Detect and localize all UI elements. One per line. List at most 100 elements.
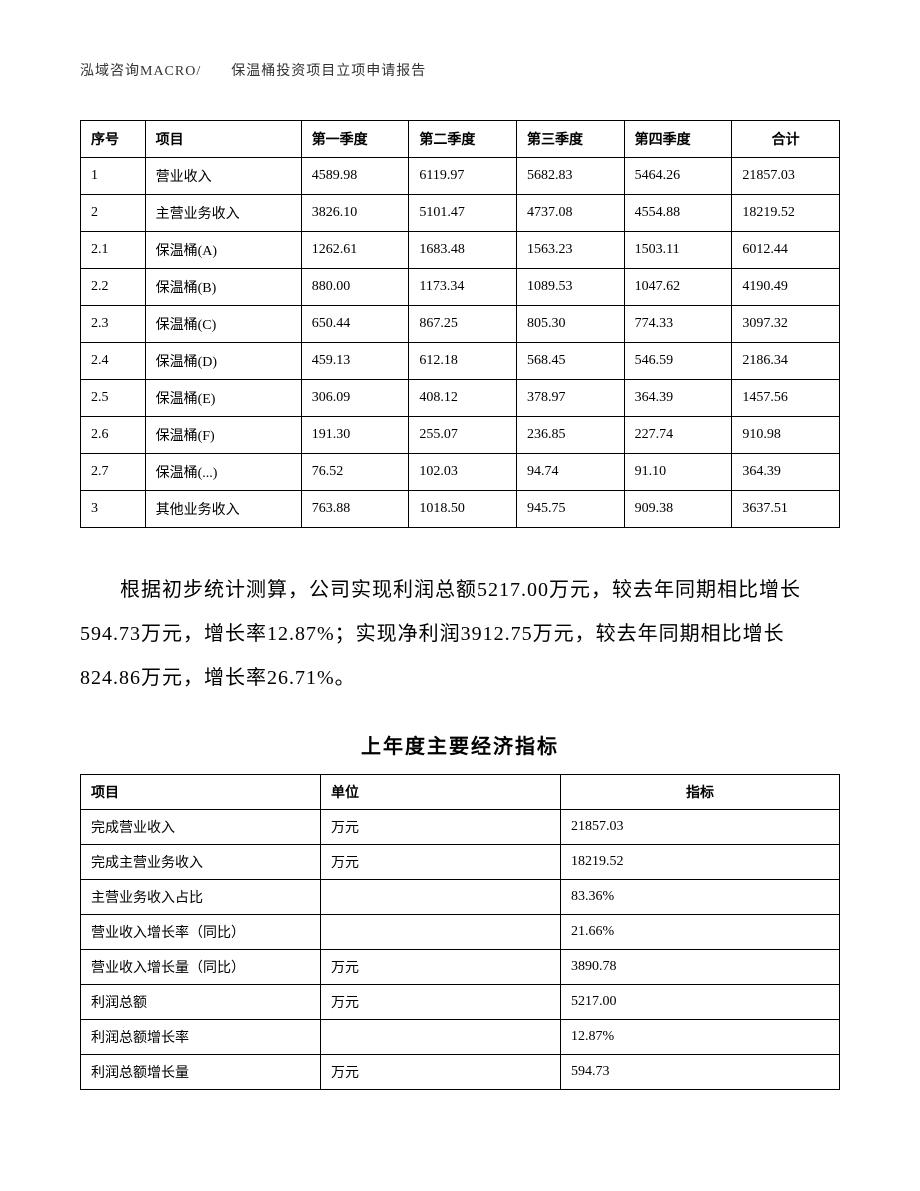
cell-q1: 3826.10 <box>301 195 409 232</box>
cell-seq: 1 <box>81 158 146 195</box>
ind-cell-item: 营业收入增长量（同比） <box>81 950 321 985</box>
cell-q1: 880.00 <box>301 269 409 306</box>
cell-q2: 6119.97 <box>409 158 517 195</box>
header-item: 项目 <box>145 121 301 158</box>
header-seq: 序号 <box>81 121 146 158</box>
header-q3: 第三季度 <box>517 121 625 158</box>
cell-item: 保温桶(A) <box>145 232 301 269</box>
cell-seq: 2.4 <box>81 343 146 380</box>
cell-q4: 774.33 <box>624 306 732 343</box>
ind-cell-unit: 万元 <box>321 1055 561 1090</box>
cell-seq: 2.5 <box>81 380 146 417</box>
cell-q2: 1683.48 <box>409 232 517 269</box>
ind-cell-unit <box>321 915 561 950</box>
ind-cell-item: 利润总额增长率 <box>81 1020 321 1055</box>
indicator-row: 利润总额增长量万元594.73 <box>81 1055 840 1090</box>
ind-cell-unit <box>321 880 561 915</box>
table-row: 2.7保温桶(...)76.52102.0394.7491.10364.39 <box>81 454 840 491</box>
cell-total: 2186.34 <box>732 343 840 380</box>
table-row: 2.4保温桶(D)459.13612.18568.45546.592186.34 <box>81 343 840 380</box>
table-row: 2.5保温桶(E)306.09408.12378.97364.391457.56 <box>81 380 840 417</box>
cell-seq: 2.6 <box>81 417 146 454</box>
ind-cell-item: 利润总额 <box>81 985 321 1020</box>
cell-q4: 227.74 <box>624 417 732 454</box>
cell-q3: 236.85 <box>517 417 625 454</box>
ind-cell-val: 3890.78 <box>561 950 840 985</box>
indicator-table: 项目 单位 指标 完成营业收入万元21857.03完成主营业务收入万元18219… <box>80 774 840 1090</box>
header-q4: 第四季度 <box>624 121 732 158</box>
ind-cell-val: 594.73 <box>561 1055 840 1090</box>
ind-cell-unit: 万元 <box>321 845 561 880</box>
cell-q1: 763.88 <box>301 491 409 528</box>
cell-q4: 364.39 <box>624 380 732 417</box>
cell-q4: 5464.26 <box>624 158 732 195</box>
cell-item: 保温桶(C) <box>145 306 301 343</box>
cell-q1: 306.09 <box>301 380 409 417</box>
ind-cell-val: 83.36% <box>561 880 840 915</box>
cell-seq: 2.2 <box>81 269 146 306</box>
indicator-row: 营业收入增长率（同比） 21.66% <box>81 915 840 950</box>
indicator-row: 主营业务收入占比83.36% <box>81 880 840 915</box>
indicator-row: 利润总额万元5217.00 <box>81 985 840 1020</box>
ind-cell-val: 12.87% <box>561 1020 840 1055</box>
ind-cell-item: 利润总额增长量 <box>81 1055 321 1090</box>
cell-q4: 91.10 <box>624 454 732 491</box>
cell-seq: 2.3 <box>81 306 146 343</box>
cell-total: 3637.51 <box>732 491 840 528</box>
indicator-row: 完成主营业务收入万元18219.52 <box>81 845 840 880</box>
table-row: 3其他业务收入763.881018.50945.75909.383637.51 <box>81 491 840 528</box>
ind-cell-item: 营业收入增长率（同比） <box>81 915 321 950</box>
cell-q3: 1563.23 <box>517 232 625 269</box>
cell-total: 4190.49 <box>732 269 840 306</box>
cell-item: 主营业务收入 <box>145 195 301 232</box>
summary-paragraph: 根据初步统计测算，公司实现利润总额5217.00万元，较去年同期相比增长594.… <box>80 568 840 700</box>
cell-q2: 867.25 <box>409 306 517 343</box>
cell-q1: 1262.61 <box>301 232 409 269</box>
indicator-row: 完成营业收入万元21857.03 <box>81 810 840 845</box>
cell-total: 364.39 <box>732 454 840 491</box>
page-header: 泓域咨询MACRO/ 保温桶投资项目立项申请报告 <box>80 60 840 80</box>
ind-cell-unit: 万元 <box>321 950 561 985</box>
cell-q2: 1173.34 <box>409 269 517 306</box>
indicator-row: 营业收入增长量（同比）万元3890.78 <box>81 950 840 985</box>
header-total: 合计 <box>732 121 840 158</box>
cell-q1: 76.52 <box>301 454 409 491</box>
cell-total: 3097.32 <box>732 306 840 343</box>
cell-item: 营业收入 <box>145 158 301 195</box>
cell-q2: 612.18 <box>409 343 517 380</box>
ind-header-item: 项目 <box>81 775 321 810</box>
cell-item: 保温桶(...) <box>145 454 301 491</box>
table-row: 2主营业务收入3826.105101.474737.084554.8818219… <box>81 195 840 232</box>
cell-q3: 805.30 <box>517 306 625 343</box>
cell-q4: 1503.11 <box>624 232 732 269</box>
ind-cell-item: 完成营业收入 <box>81 810 321 845</box>
ind-cell-val: 21857.03 <box>561 810 840 845</box>
quarterly-revenue-table: 序号 项目 第一季度 第二季度 第三季度 第四季度 合计 1营业收入4589.9… <box>80 120 840 528</box>
cell-q2: 255.07 <box>409 417 517 454</box>
cell-q3: 94.74 <box>517 454 625 491</box>
ind-header-val: 指标 <box>561 775 840 810</box>
cell-item: 保温桶(F) <box>145 417 301 454</box>
table-row: 1营业收入4589.986119.975682.835464.2621857.0… <box>81 158 840 195</box>
cell-item: 保温桶(B) <box>145 269 301 306</box>
ind-cell-val: 5217.00 <box>561 985 840 1020</box>
table-header-row: 序号 项目 第一季度 第二季度 第三季度 第四季度 合计 <box>81 121 840 158</box>
cell-total: 910.98 <box>732 417 840 454</box>
ind-cell-val: 21.66% <box>561 915 840 950</box>
cell-q1: 459.13 <box>301 343 409 380</box>
cell-q2: 102.03 <box>409 454 517 491</box>
header-q2: 第二季度 <box>409 121 517 158</box>
ind-cell-unit: 万元 <box>321 985 561 1020</box>
ind-cell-unit: 万元 <box>321 810 561 845</box>
cell-q1: 191.30 <box>301 417 409 454</box>
ind-cell-val: 18219.52 <box>561 845 840 880</box>
indicator-row: 利润总额增长率 12.87% <box>81 1020 840 1055</box>
cell-q3: 945.75 <box>517 491 625 528</box>
cell-seq: 2.7 <box>81 454 146 491</box>
table-row: 2.2保温桶(B)880.001173.341089.531047.624190… <box>81 269 840 306</box>
table-row: 2.6保温桶(F)191.30255.07236.85227.74910.98 <box>81 417 840 454</box>
header-q1: 第一季度 <box>301 121 409 158</box>
cell-q3: 5682.83 <box>517 158 625 195</box>
indicator-header-row: 项目 单位 指标 <box>81 775 840 810</box>
ind-header-unit: 单位 <box>321 775 561 810</box>
